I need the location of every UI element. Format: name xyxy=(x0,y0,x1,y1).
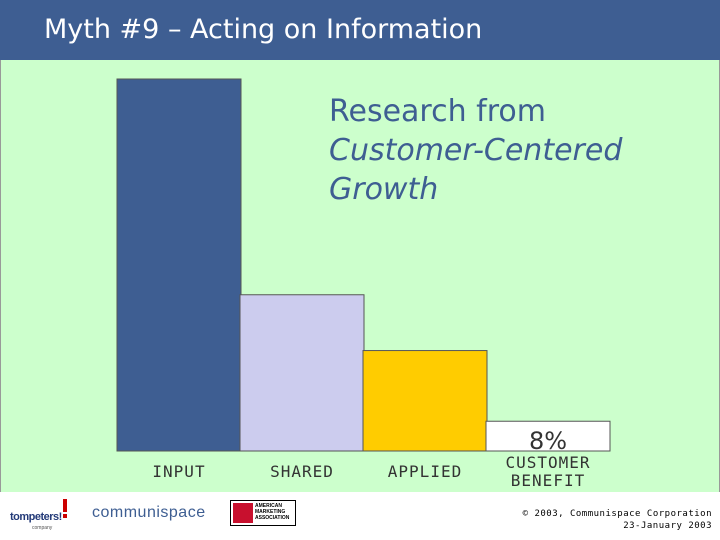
tompeters-logo-text: tompeters! xyxy=(10,511,62,523)
slide-title: Myth #9 – Acting on Information xyxy=(44,14,483,45)
chart-title-line-2: Customer-Centered xyxy=(329,133,623,168)
communispace-logo: communispace xyxy=(92,504,206,521)
tompeters-logo-subtext: company xyxy=(32,525,53,531)
copyright-date: 23-January 2003 xyxy=(623,521,712,531)
exclamation-icon xyxy=(63,499,67,518)
ama-logo-text: AMERICAN MARKETING ASSOCIATION xyxy=(255,503,290,521)
category-label-line: CUSTOMER xyxy=(505,453,591,472)
data-label-3: 8% xyxy=(529,427,567,455)
chart-title-line-1: Research from xyxy=(329,94,546,129)
copyright-line-1: © 2003, Communispace Corporation xyxy=(522,509,712,519)
bar-customer-benefit xyxy=(485,420,611,452)
copyright: © 2003, Communispace Corporation 23-Janu… xyxy=(523,508,712,532)
bar-input xyxy=(116,78,242,452)
category-label-line: BENEFIT xyxy=(510,471,586,490)
category-label-0: INPUT xyxy=(111,463,247,481)
category-label-line: INPUT xyxy=(152,462,206,481)
category-label-2: APPLIED xyxy=(357,463,493,481)
bar-chart: 8% xyxy=(116,78,611,455)
category-label-line: APPLIED xyxy=(387,462,463,481)
category-label-3: CUSTOMER BENEFIT xyxy=(480,454,616,490)
ama-logo-mark-icon xyxy=(233,503,253,523)
slide-content: 8% Research from Customer-Centered Growt… xyxy=(0,60,720,492)
bar-shared xyxy=(239,294,365,452)
category-label-1: SHARED xyxy=(234,463,370,481)
footer xyxy=(0,492,720,540)
tompeters-logo: tompeters! company xyxy=(8,499,72,531)
bar-applied xyxy=(362,350,488,452)
chart-title-line-3: Growth xyxy=(329,172,439,207)
title-bar: Myth #9 – Acting on Information xyxy=(0,0,720,60)
chart-title: Research from Customer-Centered Growth xyxy=(329,92,622,209)
ama-logo: AMERICAN MARKETING ASSOCIATION xyxy=(230,500,296,526)
category-label-line: SHARED xyxy=(270,462,334,481)
